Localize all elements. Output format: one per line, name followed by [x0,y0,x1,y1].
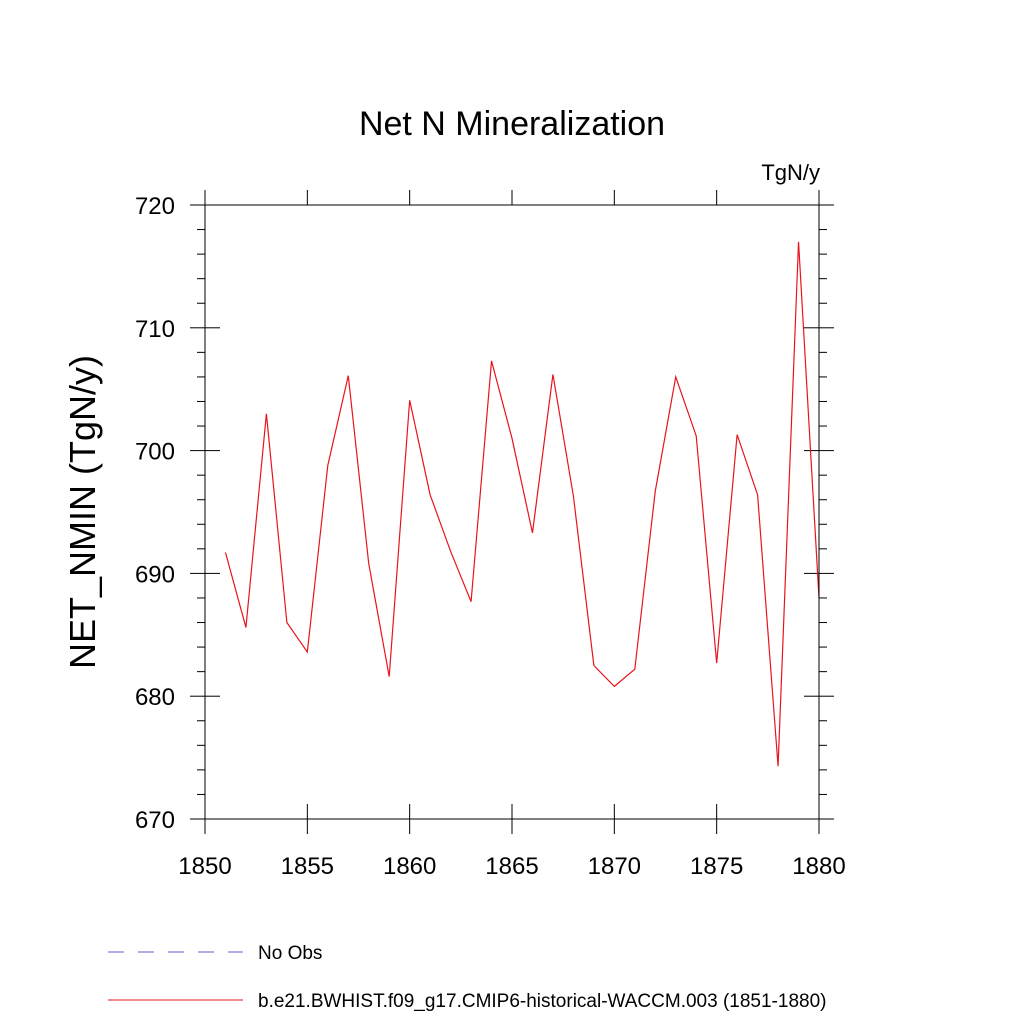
legend: No Obs b.e21.BWHIST.f09_g17.CMIP6-histori… [108,943,826,1012]
y-tick-label: 700 [135,439,175,466]
legend-label: b.e21.BWHIST.f09_g17.CMIP6-historical-WA… [258,991,826,1012]
units-label: TgN/y [761,160,820,185]
chart-title: Net N Mineralization [359,105,665,143]
series-layer [224,241,820,767]
x-tick-label: 1850 [178,853,231,880]
y-tick-label: 690 [135,561,175,588]
legend-label: No Obs [258,943,322,964]
series-line [224,241,820,767]
x-tick-label: 1860 [383,853,436,880]
x-tick-label: 1875 [690,853,743,880]
x-tick-label: 1865 [485,853,538,880]
y-axis-label: NET_NMIN (TgN/y) [62,355,103,669]
x-tick-label: 1855 [281,853,334,880]
x-tick-label: 1870 [588,853,641,880]
y-tick-label: 680 [135,684,175,711]
y-tick-label: 670 [135,807,175,834]
axis-ticks: 1850 1855 1860 1865 1870 1875 1880 670 680 690 700… [135,190,846,880]
x-tick-label: 1880 [792,853,845,880]
y-tick-label: 710 [135,316,175,343]
plot-frame [204,204,820,820]
y-tick-label: 720 [135,193,175,220]
